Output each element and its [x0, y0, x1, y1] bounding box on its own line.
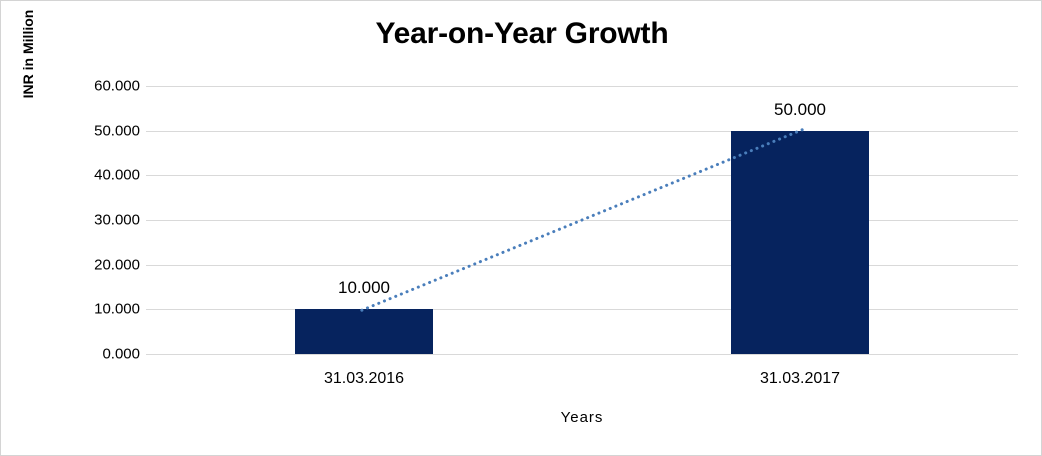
gridline: [146, 175, 1018, 177]
y-axis-tick-label: 20.000: [94, 256, 140, 274]
bar-data-label: 10.000: [338, 278, 390, 298]
chart-title: Year-on-Year Growth: [375, 17, 669, 50]
y-axis-tick-label: 0.000: [102, 345, 140, 363]
y-axis-title: INR in Million: [20, 9, 36, 99]
gridline: [146, 354, 1018, 355]
gridline: [146, 309, 1018, 311]
y-axis-tick-label: 50.000: [94, 122, 140, 140]
bar-data-label: 50.000: [774, 99, 826, 119]
y-axis-tick-label: 40.000: [94, 166, 140, 184]
x-axis-category-label: 31.03.2017: [759, 370, 841, 387]
x-axis-category-label: 31.03.2016: [323, 370, 405, 387]
x-axis-title: Years: [560, 409, 604, 426]
y-axis-tick-label: 10.000: [94, 300, 140, 318]
y-axis-tick-label: 60.000: [94, 77, 140, 95]
bar[interactable]: [731, 130, 869, 354]
gridline: [146, 220, 1018, 221]
y-axis-tick-label: 30.000: [94, 211, 140, 229]
plot-area: [146, 86, 1018, 355]
gridline: [146, 130, 1018, 132]
gridline: [146, 86, 1018, 87]
bar[interactable]: [295, 309, 433, 354]
y-axis-tick-labels: 60.000 50.000 40.000 30.000 20.000 10.000 0.00…: [46, 79, 140, 362]
gridline: [146, 264, 1018, 266]
